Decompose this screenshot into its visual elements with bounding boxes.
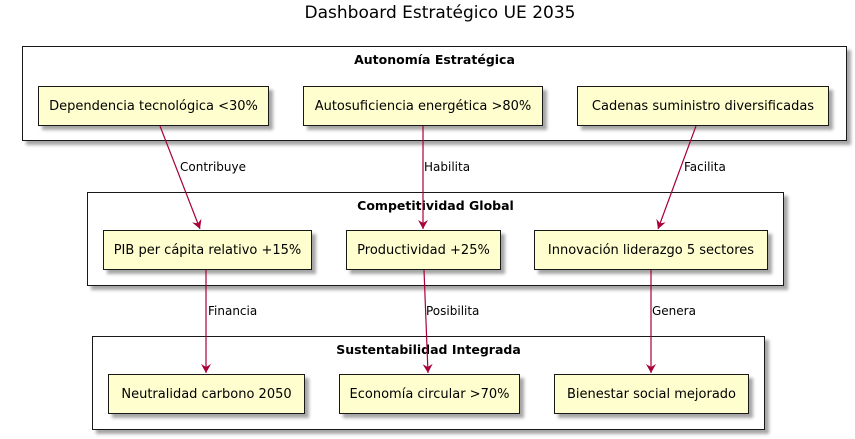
node-bienestar-social: Bienestar social mejorado	[554, 374, 749, 414]
edge-label-habilita: Habilita	[424, 160, 471, 174]
edge-label-genera: Genera	[652, 304, 696, 318]
node-autosuficiencia-energetica: Autosuficiencia energética >80%	[303, 86, 543, 126]
node-dependencia-tecnologica: Dependencia tecnológica <30%	[38, 86, 269, 126]
package-title: Sustentabilidad Integrada	[336, 342, 521, 357]
edge-label-posibilita: Posibilita	[426, 304, 480, 318]
edge-label-financia: Financia	[208, 304, 258, 318]
package-title: Autonomía Estratégica	[354, 52, 515, 67]
node-productividad: Productividad +25%	[346, 230, 501, 270]
node-innovacion-liderazgo: Innovación liderazgo 5 sectores	[534, 230, 768, 270]
node-neutralidad-carbono: Neutralidad carbono 2050	[108, 374, 305, 414]
edge-label-contribuye: Contribuye	[180, 160, 247, 174]
edge-label-facilita: Facilita	[684, 160, 726, 174]
node-pib-per-capita: PIB per cápita relativo +15%	[103, 230, 312, 270]
node-economia-circular: Economía circular >70%	[339, 374, 520, 414]
package-title: Competitividad Global	[357, 198, 514, 213]
diagram-title: Dashboard Estratégico UE 2035	[304, 3, 576, 23]
node-cadenas-suministro: Cadenas suministro diversificadas	[577, 86, 829, 126]
